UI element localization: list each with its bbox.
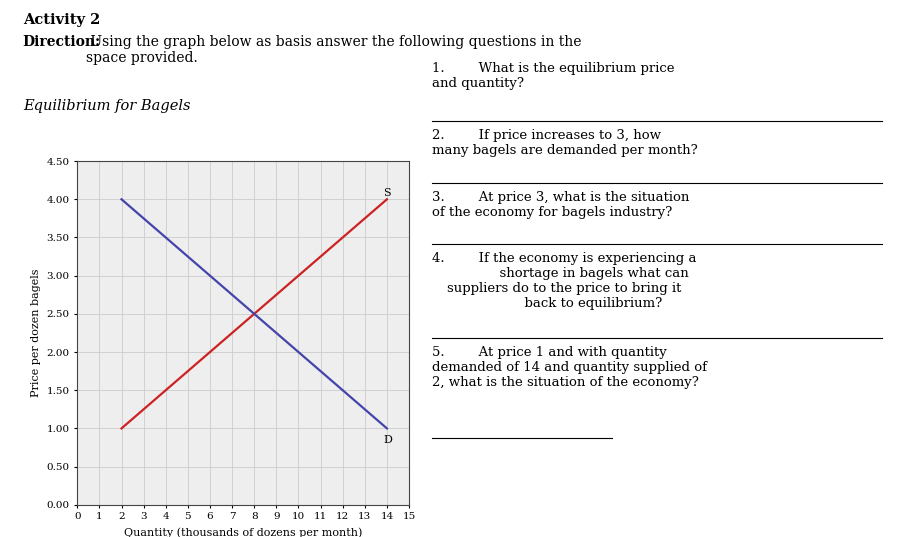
Text: 4.        If the economy is experiencing a
              shortage in bagels what: 4. If the economy is experiencing a shor…	[432, 252, 696, 310]
Text: 1.        What is the equilibrium price
and quantity?: 1. What is the equilibrium price and qua…	[432, 62, 674, 90]
Text: 2.        If price increases to 3, how
many bagels are demanded per month?: 2. If price increases to 3, how many bag…	[432, 129, 697, 157]
Text: D: D	[384, 434, 393, 445]
Text: 5.        At price 1 and with quantity
demanded of 14 and quantity supplied of
2: 5. At price 1 and with quantity demanded…	[432, 346, 707, 389]
Text: Equilibrium for Bagels: Equilibrium for Bagels	[23, 99, 190, 113]
Text: Direction:: Direction:	[23, 35, 101, 49]
X-axis label: Quantity (thousands of dozens per month): Quantity (thousands of dozens per month)	[124, 527, 363, 537]
Text: 3.        At price 3, what is the situation
of the economy for bagels industry?: 3. At price 3, what is the situation of …	[432, 191, 689, 219]
Text: Activity 2: Activity 2	[23, 13, 100, 27]
Text: Using the graph below as basis answer the following questions in the
space provi: Using the graph below as basis answer th…	[86, 35, 582, 65]
Y-axis label: Price per dozen bagels: Price per dozen bagels	[31, 268, 41, 397]
Text: S: S	[384, 188, 391, 198]
